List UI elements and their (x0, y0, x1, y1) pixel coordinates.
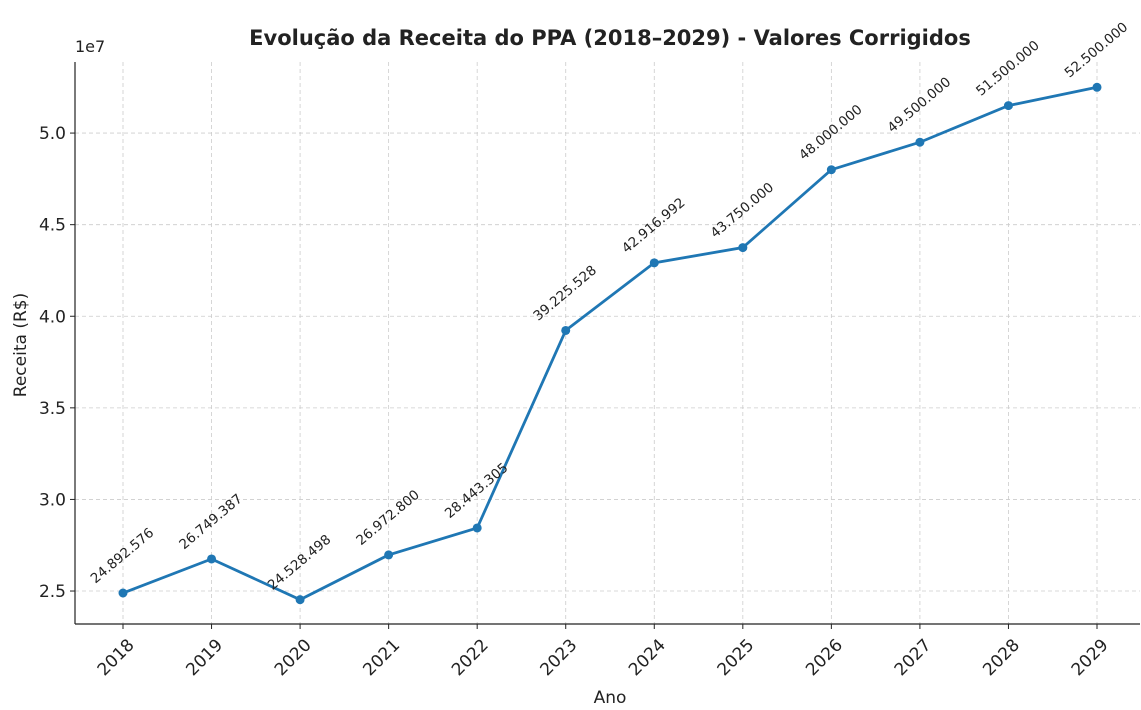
x-tick-label: 2018 (94, 635, 139, 680)
data-label: 26.749.387 (176, 491, 245, 553)
x-tick-label: 2021 (359, 635, 404, 680)
x-tick-label: 2019 (182, 635, 227, 680)
data-label: 43.750.000 (707, 180, 776, 242)
x-tick-label: 2029 (1068, 635, 1113, 680)
data-label: 49.500.000 (885, 74, 954, 136)
data-point (738, 243, 748, 253)
chart-title: Evolução da Receita do PPA (2018–2029) -… (249, 26, 971, 50)
x-axis-label: Ano (594, 688, 627, 708)
data-point (649, 258, 659, 268)
data-label: 39.225.528 (530, 262, 599, 324)
y-tick-label: 4.5 (39, 216, 66, 236)
x-tick-label: 2024 (625, 635, 670, 680)
data-label: 24.892.576 (88, 525, 157, 587)
y-tick-label: 3.0 (39, 490, 66, 510)
data-point (915, 137, 925, 147)
y-tick-label: 5.0 (39, 124, 66, 144)
x-tick-label: 2027 (891, 635, 936, 680)
data-label: 26.972.800 (353, 487, 422, 549)
data-point (207, 554, 217, 564)
x-tick-label: 2022 (448, 635, 493, 680)
x-tick-label: 2028 (979, 635, 1024, 680)
data-line (122, 85, 1098, 602)
data-point (295, 595, 305, 605)
data-label: 28.443.305 (442, 460, 511, 522)
data-point (118, 588, 128, 598)
y-tick-label: 4.0 (39, 307, 66, 327)
x-tick-label: 2023 (537, 635, 582, 680)
data-point (1092, 82, 1102, 92)
data-label: 24.528.498 (265, 532, 334, 594)
data-point (472, 523, 482, 533)
data-point (826, 165, 836, 175)
y-offset-label: 1e7 (75, 37, 105, 56)
data-point (1003, 101, 1013, 111)
data-point (561, 325, 571, 335)
y-tick-label: 2.5 (39, 582, 66, 602)
x-tick-label: 2026 (802, 635, 847, 680)
x-tick-label: 2020 (271, 635, 316, 680)
data-label: 48.000.000 (796, 102, 865, 164)
y-axis-label: Receita (R$) (11, 293, 31, 397)
data-label: 42.916.992 (619, 195, 688, 257)
y-tick-label: 3.5 (39, 399, 66, 419)
data-label: 52.500.000 (1062, 19, 1131, 81)
data-point (384, 550, 394, 560)
data-label: 51.500.000 (973, 38, 1042, 100)
x-tick-label: 2025 (714, 635, 759, 680)
